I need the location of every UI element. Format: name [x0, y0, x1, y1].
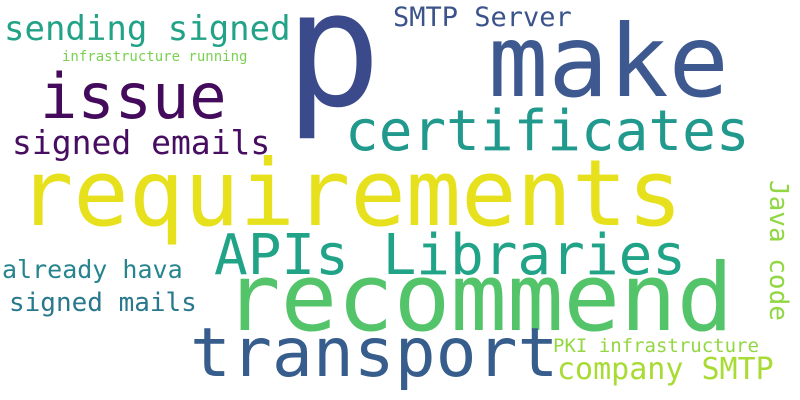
word-infrastructure-running: infrastructure running [62, 49, 248, 65]
word-p: p [285, 0, 382, 143]
word-issue: issue [40, 60, 227, 133]
word-transport: transport [190, 314, 559, 393]
word-certificates: certificates [345, 99, 750, 164]
word-signed-emails: signed emails [12, 123, 271, 162]
word-recommend: recommend [224, 244, 734, 353]
word-apis-libraries: APIs Libraries [214, 223, 687, 288]
word-already-hava: already hava [2, 255, 183, 284]
word-java-code: Java code [763, 180, 793, 321]
word-signed-mails: signed mails [9, 288, 197, 318]
word-requirements: requirements [18, 140, 683, 247]
word-make: make [488, 3, 729, 120]
word-company-smtp: company SMTP [557, 352, 774, 387]
word-sending-signed: sending signed [4, 9, 291, 49]
word-pki-infrastructure: PKI infrastructure [553, 335, 759, 357]
word-smtp-server: SMTP Server [393, 2, 572, 33]
